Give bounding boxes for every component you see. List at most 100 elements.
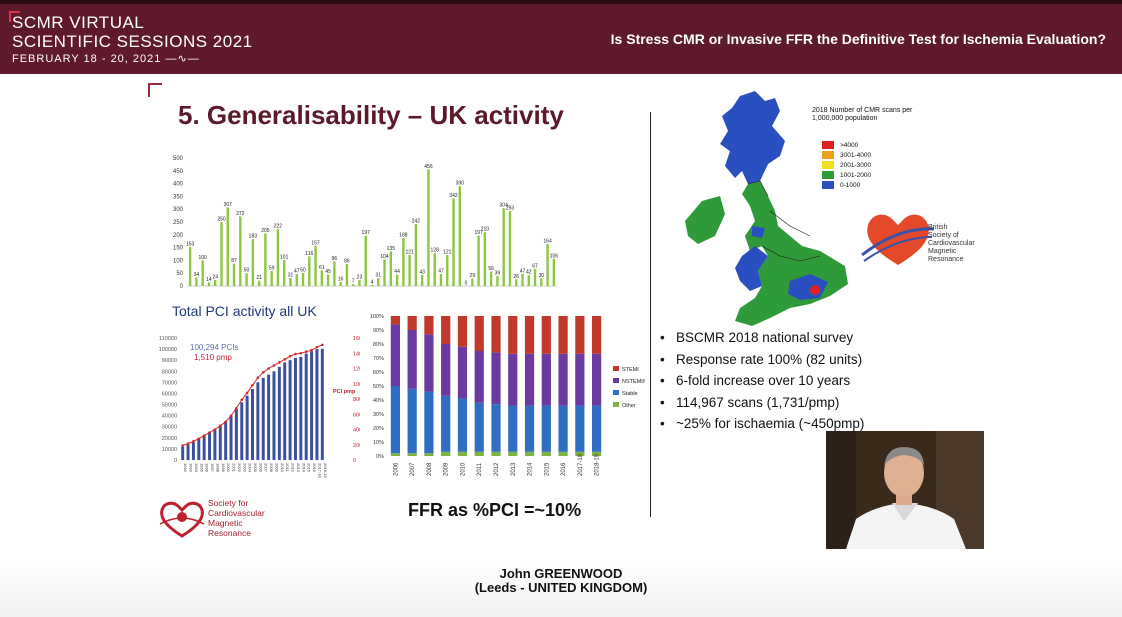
stacked-bar-segment — [592, 405, 602, 452]
stacked-bar-segment — [491, 404, 501, 452]
legend-swatch — [613, 366, 619, 371]
bar-value-label: 16 — [338, 276, 344, 282]
pci-bar — [208, 432, 212, 460]
pci-bar — [191, 442, 195, 460]
y2-tick-label: 800 — [353, 397, 360, 403]
bullet-item: • Response rate 100% (82 units) — [660, 352, 864, 374]
bar — [370, 284, 374, 286]
bar — [433, 253, 436, 286]
x-tick-label: 2011 — [477, 462, 483, 476]
y-tick-label: 50 — [176, 271, 183, 277]
bar-value-label: 56 — [488, 266, 494, 272]
x-tick-label: 2008 — [427, 462, 433, 476]
bar-value-label: 4 — [371, 279, 374, 285]
stacked-bar-segment — [474, 402, 484, 452]
survey-bullets: • BSCMR 2018 national survey • Response ra… — [660, 330, 864, 438]
bar-value-label: 188 — [399, 232, 408, 238]
stacked-bar-segment — [407, 453, 417, 456]
bar — [427, 169, 430, 286]
y-tick-label: 400 — [173, 182, 184, 188]
pci-bar — [229, 415, 233, 460]
bullet-item: • 114,967 scans (1,731/pmp) — [660, 395, 864, 417]
legend-label: STEMI — [622, 367, 639, 373]
pci-bar — [224, 421, 228, 460]
bar — [471, 278, 474, 286]
bar-value-label: 456 — [424, 164, 433, 170]
pmp-point — [278, 361, 281, 364]
pci-bar — [283, 362, 287, 460]
stacked-bar-segment — [592, 353, 602, 406]
bar-value-label: 116 — [305, 251, 313, 257]
bar-value-label: 23 — [357, 275, 363, 281]
bar — [314, 245, 317, 286]
bar — [552, 258, 556, 286]
stacked-bar-segment — [558, 353, 568, 406]
bar — [402, 237, 405, 286]
x-tick-label: 1997 — [210, 463, 215, 473]
bscmr-logo-text: British Society of Cardiovascular Magnet… — [928, 224, 975, 264]
pci-bar — [256, 382, 260, 460]
bar-value-label: 14 — [206, 277, 212, 283]
x-tick-label: 2000 — [226, 463, 231, 473]
stacked-bar-segment — [524, 405, 535, 452]
pci-bar — [310, 351, 314, 460]
bar-value-label: 87 — [231, 258, 237, 264]
legend-label: Stable — [622, 391, 638, 397]
bscmr-logo-line: Resonance — [928, 256, 964, 263]
stacked-bar-segment — [390, 453, 400, 456]
pci-bar — [320, 348, 324, 460]
bar-value-label: 7 — [352, 279, 355, 285]
map-legend-swatch — [822, 141, 834, 149]
stacked-bar-segment — [508, 405, 518, 452]
bar-value-label: 31 — [375, 273, 381, 279]
bar-value-label: 183 — [249, 234, 258, 240]
stacked-bar-segment — [424, 316, 434, 335]
stacked-bar-segment — [575, 405, 585, 452]
y-tick-label: 30000 — [162, 425, 177, 431]
stacked-bar-segment — [508, 353, 518, 406]
bar-value-label: 59 — [269, 265, 275, 271]
y-tick-label: 60% — [373, 370, 384, 376]
bar — [201, 260, 204, 286]
map-legend-label: >4000 — [840, 141, 859, 149]
pci-annotation-total: 100,294 PCIs — [190, 343, 238, 352]
x-tick-label: 2003 — [242, 463, 247, 473]
pci-bar — [267, 374, 271, 460]
pci-bar — [240, 402, 244, 460]
bar — [270, 270, 273, 286]
map-legend-swatch — [822, 151, 834, 159]
bar-value-label: 47 — [438, 268, 444, 274]
bar-value-label: 164 — [543, 239, 552, 245]
legend-swatch — [613, 378, 619, 383]
speaker-video-icon — [826, 431, 984, 549]
stacked-bar-segment — [457, 316, 468, 347]
y2-tick-label: 600 — [353, 412, 360, 418]
speaker-name: John GREENWOOD — [499, 566, 623, 581]
y-tick-label: 10% — [373, 440, 384, 446]
bar-value-label: 101 — [280, 255, 289, 261]
bar — [439, 273, 443, 286]
stacked-bar-segment — [592, 451, 602, 456]
bar — [452, 198, 455, 286]
bar — [220, 222, 223, 286]
bar — [308, 256, 311, 286]
bar-value-label: 39 — [495, 271, 501, 277]
x-tick-label: 1994 — [194, 463, 199, 473]
brand-line2: SCIENTIFIC SESSIONS 2021 — [12, 32, 253, 51]
y-tick-label: 250 — [173, 220, 184, 226]
session-banner: SCMR VIRTUAL SCIENTIFIC SESSIONS 2021 FE… — [0, 0, 1122, 74]
stacked-bar-segment — [390, 324, 400, 386]
bar — [408, 255, 411, 286]
y2-tick-label: 1000 — [353, 382, 360, 388]
map-legend: >4000 3001-4000 2001-3000 1001-2000 0-1000 — [822, 140, 871, 190]
ffr-stacked-chart: 100% 90% 80% 70% 60% 50% 40% 30% 20% 10% 0% 2006 200… — [370, 314, 645, 476]
pmp-point — [192, 440, 195, 443]
map-legend-row: 0-1000 — [822, 180, 871, 190]
y2-tick-label: 1400 — [353, 351, 360, 357]
bscmr-logo-line: Cardiovascular — [928, 240, 975, 247]
x-tick-label: 2012 — [291, 463, 296, 473]
bar — [483, 232, 487, 286]
stacked-bar-segment — [541, 316, 551, 354]
bar — [289, 278, 292, 286]
x-tick-label: 2009 — [444, 462, 450, 476]
